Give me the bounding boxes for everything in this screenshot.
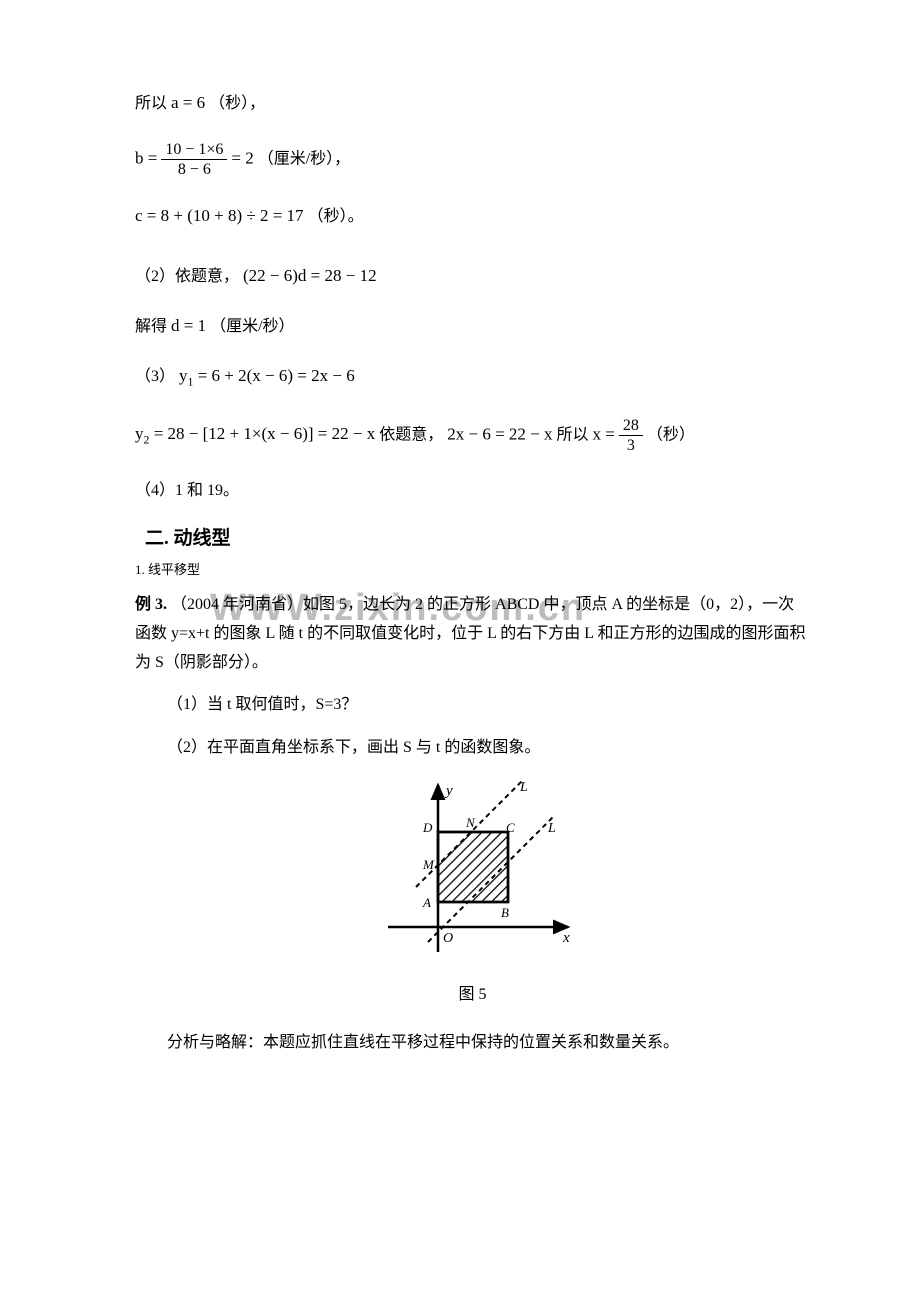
text-unit: （秒）。: [308, 208, 364, 225]
fraction-x: 28 3: [619, 416, 643, 455]
analysis-text: 分析与略解：本题应抓住直线在平移过程中保持的位置关系和数量关系。: [135, 1029, 810, 1058]
line-c: c = 8 + (10 + 8) ÷ 2 = 17 （秒）。: [135, 203, 810, 229]
section-subheading: 1. 线平移型: [135, 560, 810, 580]
math-b-res: = 2: [231, 148, 253, 167]
math-x: x =: [593, 424, 615, 443]
math-b-eq: b =: [135, 148, 157, 167]
line-b: b = 10 − 1×6 8 − 6 = 2 （厘米/秒），: [135, 140, 810, 179]
fraction-den: 8 − 6: [161, 160, 227, 179]
text-unit: （厘米/秒），: [258, 150, 350, 167]
line-a: 所以 a = 6 （秒），: [135, 90, 810, 116]
math-a: a = 6: [171, 93, 205, 112]
example-q1: （1）当 t 取何值时，S=3？: [135, 691, 810, 720]
svg-text:y: y: [444, 783, 453, 799]
text-pre: 所以: [135, 95, 167, 112]
text-answer-4: （4）1 和 19。: [135, 482, 239, 499]
example-q2: （2）在平面直角坐标系下，画出 S 与 t 的函数图象。: [135, 734, 810, 763]
example-intro: 例 3. （2004 年河南省）如图 5，边长为 2 的正方形 ABCD 中，顶…: [135, 591, 810, 677]
svg-text:D: D: [422, 820, 433, 835]
math-eq: 2x − 6 = 22 − x: [447, 424, 552, 443]
text-unit: （秒）: [647, 426, 695, 443]
text-unit: （厘米/秒）: [210, 318, 294, 335]
text-pre: （3）: [135, 368, 175, 385]
svg-text:C: C: [506, 820, 515, 835]
figure-5: y x O A B C D M N L L: [135, 777, 810, 975]
math-y2: y2 = 28 − [12 + 1×(x − 6)] = 22 − x: [135, 424, 375, 443]
svg-text:M: M: [422, 857, 435, 872]
svg-text:O: O: [443, 931, 453, 946]
math-y1: y1 = 6 + 2(x − 6) = 2x − 6: [179, 366, 355, 385]
text-pre: 解得: [135, 318, 167, 335]
line-3: （3） y1 = 6 + 2(x − 6) = 2x − 6: [135, 363, 810, 391]
section-heading: 二. 动线型: [145, 525, 810, 554]
line-2: （2）依题意， (22 − 6)d = 28 − 12: [135, 263, 810, 289]
svg-text:B: B: [501, 905, 509, 920]
text-pre: （2）依题意，: [135, 268, 239, 285]
svg-text:L: L: [547, 821, 556, 836]
example-text: （2004 年河南省）如图 5，边长为 2 的正方形 ABCD 中，顶点 A 的…: [135, 596, 805, 671]
line-y2: y2 = 28 − [12 + 1×(x − 6)] = 22 − x 依题意，…: [135, 416, 810, 455]
text-mid: 依题意，: [379, 426, 443, 443]
fraction-b: 10 − 1×6 8 − 6: [161, 140, 227, 179]
fraction-num: 10 − 1×6: [161, 140, 227, 160]
line-4: （4）1 和 19。: [135, 479, 810, 503]
fraction-num: 28: [619, 416, 643, 436]
fraction-den: 3: [619, 436, 643, 455]
svg-text:x: x: [562, 930, 570, 946]
math-d-eq: (22 − 6)d = 28 − 12: [243, 266, 377, 285]
figure-caption: 图 5: [135, 983, 810, 1007]
math-d: d = 1: [171, 316, 206, 335]
text-so: 所以: [557, 426, 593, 443]
svg-text:L: L: [519, 780, 528, 795]
text-unit: （秒），: [209, 95, 265, 112]
line-d: 解得 d = 1 （厘米/秒）: [135, 313, 810, 339]
svg-text:A: A: [422, 895, 431, 910]
coordinate-diagram: y x O A B C D M N L L: [368, 777, 578, 967]
math-c: c = 8 + (10 + 8) ÷ 2 = 17: [135, 206, 304, 225]
example-label: 例 3.: [135, 596, 171, 613]
svg-text:N: N: [465, 815, 476, 830]
